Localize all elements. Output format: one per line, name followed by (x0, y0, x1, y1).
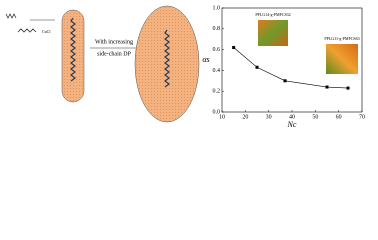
data-point (283, 79, 287, 83)
x-tick-label: 60 (336, 114, 342, 120)
x-tick-label: 40 (289, 114, 295, 120)
chain-icon (5, 13, 17, 19)
annotation: PPLG14-g-PMPCS32 (255, 12, 290, 17)
data-point (346, 86, 350, 90)
y-tick-label: 0.4 (213, 68, 221, 74)
figure: CuCl With increasing side-chain DP 0.00.… (5, 5, 365, 129)
x-tick-label: 20 (242, 114, 248, 120)
y-tick-label: 0.8 (213, 26, 221, 32)
chart: 0.0 0.2 0.4 0.6 0.8 1.0 10 20 30 40 50 60 70 Nc αs PPLG… (202, 5, 365, 128)
backbone (164, 29, 170, 88)
x-tick-label: 10 (219, 114, 225, 120)
schematic: CuCl With increasing side-chain DP (5, 5, 200, 123)
x-tick-label: 30 (266, 114, 272, 120)
chain-icon (17, 28, 37, 33)
y-axis-label: αs (202, 55, 209, 64)
arrow-label: With increasing (95, 39, 133, 45)
inset-image (326, 44, 358, 74)
y-tick-label: 0.6 (213, 47, 221, 53)
y-tick-label: 0.0 (213, 109, 221, 115)
reagent: CuCl (42, 29, 51, 34)
arrow-label: side-chain DP (97, 51, 131, 57)
inset-image (258, 20, 288, 46)
data-point (255, 65, 259, 69)
x-tick-label: 50 (312, 114, 318, 120)
x-axis-label: Nc (287, 120, 297, 129)
y-tick-label: 1.0 (213, 5, 221, 11)
y-tick-label: 0.2 (213, 89, 221, 95)
data-point (232, 46, 236, 50)
data-point (325, 85, 329, 89)
x-tick-label: 70 (359, 114, 365, 120)
annotation: PPLG11-g-PMPCS63 (324, 36, 359, 41)
backbone (70, 17, 76, 82)
